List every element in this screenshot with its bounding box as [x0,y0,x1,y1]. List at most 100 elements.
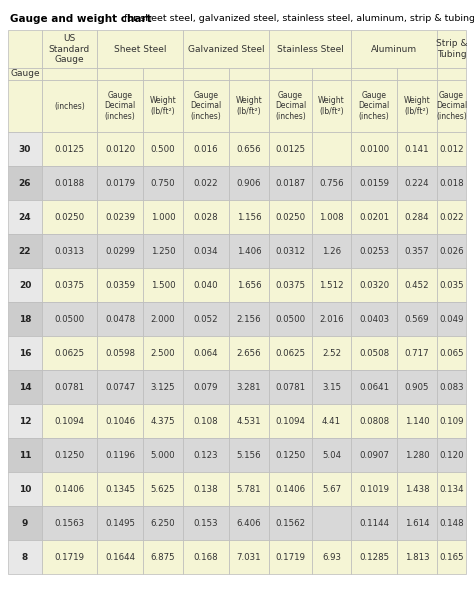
Bar [143,234,183,268]
Bar [312,404,351,438]
Bar [351,506,397,540]
Text: 8: 8 [22,552,28,562]
Text: 1.26: 1.26 [322,246,341,256]
Text: Gauge and weight chart: Gauge and weight chart [10,14,152,24]
Text: 24: 24 [18,213,31,221]
Text: 14: 14 [18,383,31,392]
Text: 0.717: 0.717 [405,349,429,357]
Bar [8,132,42,166]
Bar [42,404,97,438]
Text: 0.018: 0.018 [439,178,464,188]
Text: 0.120: 0.120 [439,451,464,460]
Text: 0.0250: 0.0250 [275,213,306,221]
Bar [351,166,397,200]
Bar [183,370,229,404]
Text: 0.1406: 0.1406 [275,484,306,493]
Text: 0.1406: 0.1406 [55,484,84,493]
Text: 0.1495: 0.1495 [105,519,135,528]
Bar [97,200,143,234]
Bar [183,166,229,200]
Text: 0.1019: 0.1019 [359,484,389,493]
Bar [351,200,397,234]
Text: 5.67: 5.67 [322,484,341,493]
Bar [312,80,351,132]
Bar [269,506,312,540]
Text: 1.656: 1.656 [237,281,261,289]
Bar [8,234,42,268]
Bar [143,336,183,370]
Bar [97,438,143,472]
Text: 18: 18 [19,314,31,324]
Text: 0.028: 0.028 [194,213,219,221]
Text: 0.1196: 0.1196 [105,451,135,460]
Text: 0.1094: 0.1094 [275,416,306,425]
Text: 3.281: 3.281 [237,383,261,392]
Text: Gauge
Decimal
(inches): Gauge Decimal (inches) [191,91,222,121]
Bar [229,200,269,234]
Text: 1.156: 1.156 [237,213,261,221]
Bar [437,166,466,200]
Bar [269,30,351,68]
Text: 0.141: 0.141 [405,145,429,153]
Bar [397,506,437,540]
Text: 1.500: 1.500 [151,281,175,289]
Text: 0.0188: 0.0188 [55,178,84,188]
Text: Stainless Steel: Stainless Steel [276,45,344,53]
Bar [8,370,42,404]
Text: 0.0250: 0.0250 [55,213,84,221]
Bar [269,68,312,80]
Bar [42,302,97,336]
Bar [351,370,397,404]
Text: 0.0125: 0.0125 [55,145,84,153]
Text: 0.0403: 0.0403 [359,314,389,324]
Bar [143,132,183,166]
Bar [269,80,312,132]
Bar [437,506,466,540]
Text: 4.375: 4.375 [151,416,175,425]
Bar [143,404,183,438]
Bar [42,80,97,132]
Bar [8,404,42,438]
Bar [8,268,42,302]
Text: 0.756: 0.756 [319,178,344,188]
Bar [183,336,229,370]
Text: 0.0120: 0.0120 [105,145,135,153]
Text: 0.1644: 0.1644 [105,552,135,562]
Text: 0.0359: 0.0359 [105,281,135,289]
Text: 1.280: 1.280 [405,451,429,460]
Text: 0.064: 0.064 [194,349,219,357]
Bar [42,438,97,472]
Bar [312,472,351,506]
Bar [351,438,397,472]
Text: 0.022: 0.022 [194,178,219,188]
Text: Strip &
Tubing: Strip & Tubing [436,39,467,59]
Bar [97,234,143,268]
Text: 6.406: 6.406 [237,519,261,528]
Bar [8,166,42,200]
Bar [97,30,183,68]
Text: 6.93: 6.93 [322,552,341,562]
Text: 0.0508: 0.0508 [359,349,389,357]
Bar [351,268,397,302]
Bar [42,200,97,234]
Bar [312,438,351,472]
Text: 0.168: 0.168 [194,552,219,562]
Text: 0.0299: 0.0299 [105,246,135,256]
Bar [351,30,437,68]
Text: 6.250: 6.250 [151,519,175,528]
Bar [437,80,466,132]
Bar [143,166,183,200]
Bar [8,302,42,336]
Text: 20: 20 [19,281,31,289]
Bar [229,302,269,336]
Text: 0.138: 0.138 [194,484,219,493]
Text: 2.156: 2.156 [237,314,261,324]
Text: 0.905: 0.905 [405,383,429,392]
Bar [42,132,97,166]
Bar [229,80,269,132]
Bar [8,336,42,370]
Text: (inches): (inches) [54,102,85,110]
Bar [397,68,437,80]
Bar [97,302,143,336]
Text: 0.1719: 0.1719 [55,552,84,562]
